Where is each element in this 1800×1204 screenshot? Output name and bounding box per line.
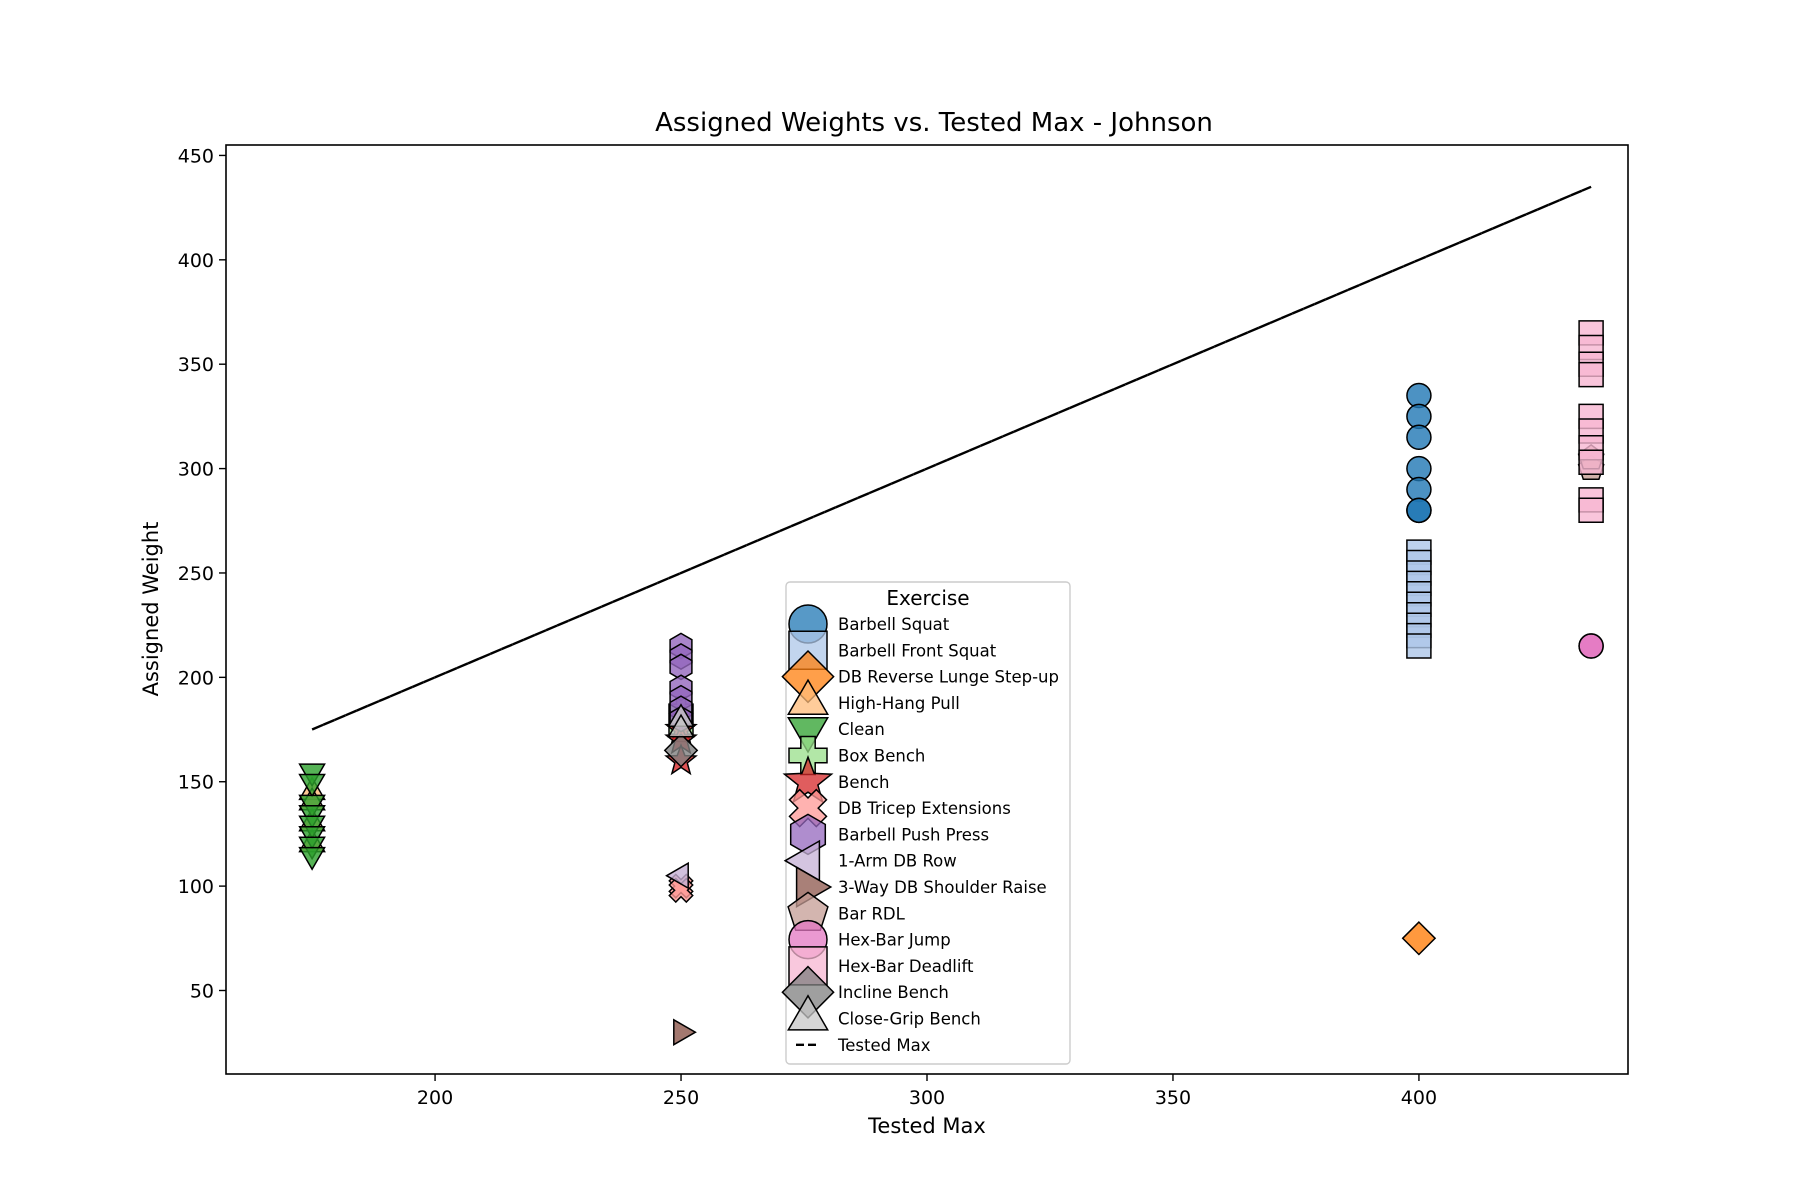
legend-label-high-hang-pull: High-Hang Pull xyxy=(838,694,960,713)
legend-items: Barbell Squat Barbell Front Squat DB Rever… xyxy=(781,604,1059,1055)
legend-title: Exercise xyxy=(886,586,969,610)
point-hex-bar-deadlift xyxy=(1578,361,1604,388)
y-tick-label: 200 xyxy=(178,667,214,689)
legend-marker-high-hang-pull xyxy=(787,678,829,716)
legend-label-close-grip-bench: Close-Grip Bench xyxy=(838,1010,981,1029)
x-tick-label: 300 xyxy=(909,1087,945,1109)
y-axis-label: Assigned Weight xyxy=(139,522,163,697)
legend-label-hex-bar-jump: Hex-Bar Jump xyxy=(838,931,951,950)
legend-label-clean: Clean xyxy=(838,720,885,739)
legend-label-3-way-db-shoulder-raise: 3-Way DB Shoulder Raise xyxy=(838,878,1047,897)
x-axis: 200 250 300 350 400 xyxy=(417,1074,1437,1109)
point-3-way-db-shoulder-raise xyxy=(673,1018,697,1047)
legend-label-db-tricep-extensions: DB Tricep Extensions xyxy=(838,799,1011,818)
y-axis: 50 100 150 200 250 300 350 400 450 xyxy=(178,145,226,1002)
legend-label-bench: Bench xyxy=(838,773,889,792)
point-barbell-squat xyxy=(1406,497,1432,524)
legend-marker-close-grip-bench xyxy=(787,994,829,1031)
point-clean xyxy=(298,846,326,871)
legend-label-box-bench: Box Bench xyxy=(838,747,925,766)
legend: Exercise Barbell Squat Barbell Front Squa… xyxy=(781,581,1071,1065)
point-barbell-squat xyxy=(1406,424,1432,451)
legend-marker-bench xyxy=(782,754,834,804)
plot-area: 200 250 300 350 400 50 100 150 200 250 300 350 400 4… xyxy=(178,144,1629,1109)
legend-label-1-arm-db-row: 1-Arm DB Row xyxy=(838,852,957,871)
y-tick-label: 450 xyxy=(178,145,214,167)
tested-max-line-path xyxy=(311,185,1592,731)
point-1-arm-db-row xyxy=(665,861,689,890)
legend-label-bar-rdl: Bar RDL xyxy=(838,904,906,923)
legend-label-tested-max: Tested Max xyxy=(837,1036,931,1055)
legend-label-barbell-front-squat: Barbell Front Squat xyxy=(838,641,997,660)
point-db-reverse-lunge-step-up xyxy=(1401,921,1437,956)
y-tick-label: 300 xyxy=(178,459,214,481)
chart-title: Assigned Weights vs. Tested Max - Johnso… xyxy=(655,108,1213,138)
legend-label-hex-bar-deadlift: Hex-Bar Deadlift xyxy=(838,957,974,976)
x-axis-label: Tested Max xyxy=(867,1114,986,1138)
tested-max-line xyxy=(311,185,1592,731)
x-tick-label: 400 xyxy=(1401,1087,1437,1109)
legend-label-barbell-push-press: Barbell Push Press xyxy=(838,825,989,844)
legend-marker-clean xyxy=(787,717,829,754)
y-tick-label: 50 xyxy=(190,980,214,1002)
legend-label-db-reverse-lunge-step-up: DB Reverse Lunge Step-up xyxy=(838,668,1059,687)
data-points xyxy=(298,320,1605,1047)
point-hex-bar-deadlift xyxy=(1578,449,1604,476)
point-barbell-front-squat xyxy=(1406,633,1432,659)
x-tick-label: 200 xyxy=(417,1087,453,1109)
point-close-grip-bench xyxy=(667,713,695,738)
x-tick-label: 350 xyxy=(1155,1087,1191,1109)
y-tick-label: 150 xyxy=(178,772,214,794)
y-tick-label: 100 xyxy=(178,876,214,898)
point-hex-bar-deadlift xyxy=(1578,497,1604,524)
legend-label-barbell-squat: Barbell Squat xyxy=(838,615,950,634)
point-incline-bench xyxy=(663,733,699,768)
point-clean xyxy=(298,773,326,798)
y-tick-label: 350 xyxy=(178,354,214,376)
y-tick-label: 400 xyxy=(178,250,214,272)
point-hex-bar-jump xyxy=(1578,633,1604,659)
legend-box xyxy=(785,581,1071,1065)
y-tick-label: 250 xyxy=(178,563,214,585)
x-tick-label: 250 xyxy=(663,1087,699,1109)
legend-label-incline-bench: Incline Bench xyxy=(838,983,949,1002)
